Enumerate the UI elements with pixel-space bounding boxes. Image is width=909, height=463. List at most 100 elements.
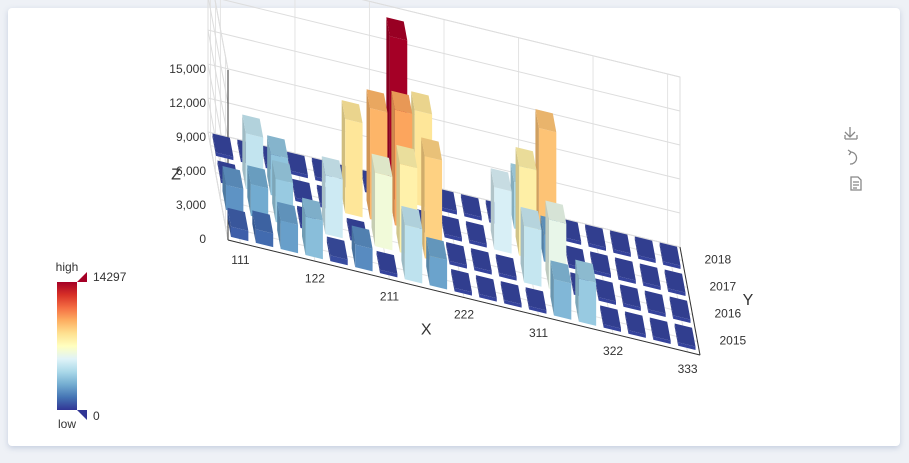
bar-top-face [590, 251, 611, 275]
bar [634, 236, 656, 263]
x-axis [227, 239, 701, 356]
bar-top-face [401, 205, 423, 230]
bar-front-face [588, 243, 606, 251]
bar [520, 206, 542, 287]
bar [644, 290, 666, 317]
bar [619, 284, 641, 311]
z-tick-label: 15,000 [169, 62, 206, 76]
bar-top-face [222, 166, 244, 190]
bar-top-face [386, 17, 408, 41]
restore-button[interactable] [847, 149, 858, 165]
bar-left-face [475, 275, 480, 298]
bar-front-face [598, 297, 616, 305]
bar-top-face [465, 221, 487, 245]
bar-left-face [401, 205, 405, 280]
bar-front-face [663, 261, 681, 270]
bar-front-face [215, 152, 234, 161]
bar-left-face [217, 160, 221, 183]
bar-top-face [212, 133, 234, 157]
bar-top-face [639, 263, 661, 287]
bar-left-face [575, 259, 579, 322]
toolbox [844, 127, 862, 191]
bar [376, 250, 398, 278]
bar-left-face [669, 296, 674, 319]
bar-top-face [292, 178, 313, 202]
bar-top-face [495, 254, 517, 278]
bar [227, 207, 249, 242]
bar-front-face [499, 273, 517, 281]
bar-top-face [609, 230, 631, 254]
bar [669, 296, 691, 324]
bar [252, 210, 274, 248]
bar-left-face [451, 269, 455, 292]
bar [222, 166, 244, 215]
visual-map-handle [77, 410, 87, 420]
bar-front-face [355, 244, 373, 272]
data-view-button[interactable] [850, 176, 862, 191]
bar-front-face [230, 226, 249, 242]
bar-front-face [375, 172, 393, 251]
y-axis [679, 246, 701, 356]
bar [451, 269, 472, 296]
x-tick-label: 222 [454, 308, 474, 322]
bar [287, 151, 308, 179]
bar-top-face [490, 168, 512, 192]
visual-map-high: high [56, 260, 79, 274]
bar-top-face [321, 156, 343, 180]
bar-front-face [439, 206, 457, 215]
y-tick-label: 2016 [715, 307, 742, 321]
bar-top-face [446, 242, 467, 266]
bar-top-face [575, 259, 597, 283]
bar-front-face [449, 260, 467, 269]
bar-left-face [495, 254, 500, 277]
z-tick-label: 9,000 [176, 130, 206, 144]
bar-front-face [678, 342, 696, 351]
bar [624, 311, 646, 338]
bar-left-face [659, 242, 664, 265]
bar-left-face [639, 263, 644, 286]
bar-top-face [585, 224, 606, 248]
bar [341, 100, 363, 218]
bar [649, 317, 671, 344]
bar [614, 257, 636, 284]
bar-left-face [570, 272, 574, 295]
bar-left-face [460, 194, 465, 217]
bar [441, 215, 462, 242]
bar [401, 205, 423, 284]
z-tick-label: 0 [199, 232, 206, 246]
bar-left-face [272, 159, 276, 222]
bar [595, 278, 616, 305]
bar-left-face [426, 236, 430, 286]
bar-top-face [242, 114, 264, 138]
bar-left-face [619, 284, 624, 307]
bar-front-face [648, 309, 666, 317]
bar-left-face [465, 221, 470, 244]
bar [609, 230, 631, 257]
bar-left-face [376, 250, 381, 274]
bar [426, 236, 448, 290]
bar-top-face [515, 147, 537, 171]
bar-top-face [272, 159, 294, 184]
bar-front-face [454, 287, 472, 296]
bar-front-face [653, 336, 671, 344]
bar-front-face [628, 330, 646, 338]
y-tick-label: 2017 [710, 280, 737, 294]
bar-left-face [297, 205, 301, 229]
bar [525, 287, 547, 314]
bar-top-face [287, 151, 308, 175]
bar-front-face [290, 170, 308, 179]
x-tick-label: 111 [231, 253, 250, 267]
bar-top-face [460, 194, 482, 218]
bar-left-face [252, 210, 256, 243]
bar-front-face [643, 282, 661, 290]
y-axis-name: Y [743, 292, 754, 309]
bar-top-face [351, 225, 373, 249]
bar-top-face [376, 250, 398, 275]
bar-left-face [525, 287, 530, 310]
bar-top-face [426, 236, 448, 261]
bar-top-face [451, 269, 472, 293]
bar-top-face [411, 91, 433, 115]
bar-front-face [563, 237, 582, 245]
download-button[interactable] [844, 127, 858, 140]
bar-left-face [585, 224, 589, 247]
